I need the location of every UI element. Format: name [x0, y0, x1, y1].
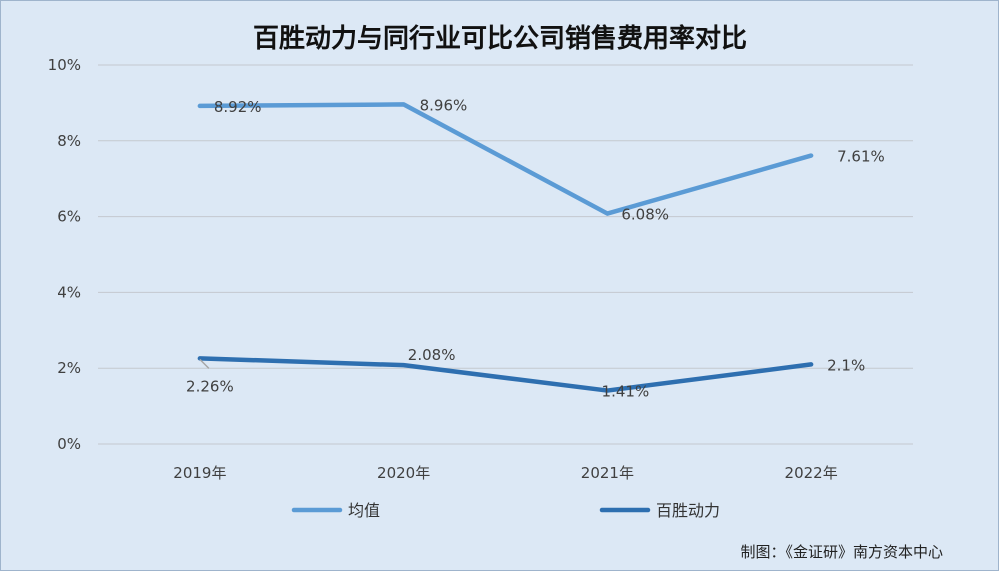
data-label: 7.61% [837, 148, 885, 166]
x-tick-label: 2021年 [581, 464, 634, 482]
y-tick-label: 10% [48, 56, 81, 74]
data-labels: 8.92% 8.96% 6.08% 7.61% 2.26% 2.08% 1.41% 2.1% [186, 96, 885, 400]
x-tick-label: 2022年 [785, 464, 838, 482]
legend-label: 均值 [348, 501, 380, 520]
series-line [197, 356, 814, 393]
series-lines [197, 102, 814, 393]
legend-label: 百胜动力 [656, 501, 720, 520]
data-label: 1.41% [602, 383, 650, 401]
y-tick-label: 6% [57, 208, 81, 226]
chart-title: 百胜动力与同行业可比公司销售费用率对比 [253, 23, 747, 54]
data-label: 2.26% [186, 377, 234, 395]
data-label: 2.1% [827, 356, 865, 374]
y-tick-label: 4% [57, 283, 81, 301]
label-leader-line [199, 358, 210, 369]
x-tick-label: 2020年 [377, 464, 430, 482]
x-tick-label: 2019年 [173, 464, 226, 482]
y-tick-label: 8% [57, 132, 81, 150]
data-label: 6.08% [621, 206, 669, 224]
y-axis-ticks: 0% 2% 4% 6% 8% 10% [48, 56, 81, 453]
gridlines [98, 64, 913, 445]
series-line [197, 102, 814, 216]
data-label: 2.08% [408, 346, 456, 364]
legend: 均值 百胜动力 [291, 501, 720, 520]
data-label: 8.96% [420, 96, 468, 114]
x-axis-ticks: 2019年 2020年 2021年 2022年 [173, 464, 837, 482]
y-tick-label: 0% [57, 435, 81, 453]
data-label: 8.92% [214, 98, 262, 116]
source-credit: 制图：《金证研》南方资本中心 [740, 543, 943, 561]
y-tick-label: 2% [57, 359, 81, 377]
